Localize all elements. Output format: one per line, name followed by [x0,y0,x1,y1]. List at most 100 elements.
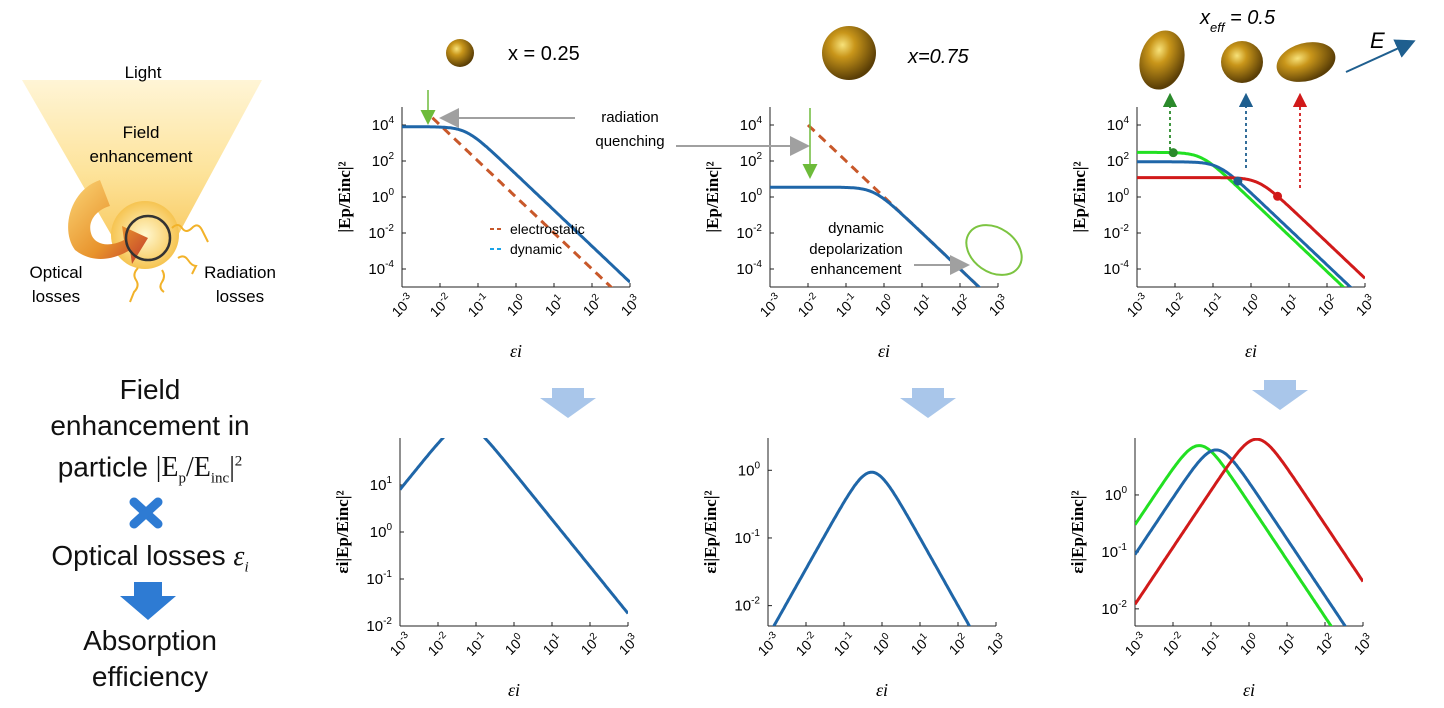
y-tick-label: 100 [370,522,393,541]
series-green [1135,444,1333,626]
series-electrostatic [431,116,614,287]
x-tick-label: 103 [985,292,1012,319]
y-tick-label: 10-1 [1101,542,1127,561]
optical-losses-line: Optical losses εi [0,538,300,586]
y-tick-label: 100 [740,187,763,206]
x-tick-label: 100 [1238,292,1265,319]
x-tick-label: 103 [1350,631,1377,658]
y-tick-label: 10-2 [1101,599,1127,618]
x-tick-label: 100 [501,631,528,658]
e-field-arrow [1345,39,1416,73]
x-tick-label: 10-2 [424,629,454,659]
x-tick-label: 10-2 [426,290,456,320]
optical-losses-label-1: Optical [30,263,83,282]
x-tick-label: 102 [947,292,974,319]
x-tick-label: 10-1 [830,629,860,659]
radiation-losses-label-1: Radiation [204,263,276,282]
field-line-2: enhancement in [50,410,250,441]
x-tick-label: 101 [1276,292,1303,319]
particle-glow [111,201,179,269]
chart-bottom-2: 10-3 10-2 10-1 100 101 102 103 10-2 10-1 100 εi εi|… [701,438,1010,700]
large-sphere [822,26,876,80]
row-arrow-2 [900,388,956,418]
absorption-line-2: efficiency [91,661,209,692]
x-tick-label: 10-1 [1199,290,1229,320]
x-tick-label: 10-2 [1161,290,1191,320]
chart-top-3: 10-3 10-2 10-1 100 101 102 103 10-4 10-2 100 102 10… [1070,107,1379,361]
panel1-title: x = 0.25 [508,43,580,65]
x-tick-label: 100 [869,631,896,658]
y-tick-label: 100 [1105,485,1128,504]
y-tick-label: 10-1 [734,528,760,547]
y-axis-label: εi|Ep/Einc|² [1068,490,1087,573]
x-axis-label: εi [1245,341,1257,361]
down-arrow-icon [120,582,176,620]
e-field-label: E [1370,28,1385,53]
field-line-1: Field [119,374,181,405]
y-tick-label: 10-4 [736,259,762,278]
chart-top-1: 10-3 10-2 10-1 100 101 102 103 10-4 10-2 100 102 10… [335,107,644,361]
x-tick-label: 103 [983,631,1010,658]
field-enhancement-label-2: enhancement [89,147,192,166]
x-axis-label: εi [876,680,888,700]
oblate-spheroid [1276,42,1336,82]
series-red [1135,438,1363,606]
y-tick-label: 10-4 [1103,259,1129,278]
x-tick-label: 100 [503,292,530,319]
series-dynamic [402,125,630,284]
chart-bottom-3: 10-3 10-2 10-1 100 101 102 103 10-2 10-1 100 εi εi|… [1068,438,1377,700]
medium-sphere [1221,41,1263,83]
x-tick-label: 102 [579,292,606,319]
y-tick-label: 10-2 [734,596,760,615]
prolate-spheroid [1139,30,1185,90]
x-tick-label: 103 [1352,292,1379,319]
small-sphere [446,39,474,67]
series-blue [1137,160,1353,287]
point-marker [1233,176,1243,186]
x-axis-label: εi [1243,680,1255,700]
x-tick-label: 10-3 [386,629,416,659]
x-tick-label: 101 [909,292,936,319]
x-tick-label: 10-2 [792,629,822,659]
x-axis-label: εi [508,680,520,700]
y-axis-label: |Ep/Einc|² [335,161,354,232]
y-tick-label: 102 [1107,151,1130,170]
row-arrow-1 [540,388,596,418]
y-tick-label: 100 [372,187,395,206]
radiation-squiggles [129,224,209,303]
left-text-block: Field enhancement in particle |Ep/Einc|2 [0,372,300,497]
x-tick-label: 10-1 [462,629,492,659]
panel3-title: xeff = 0.5 [1199,7,1276,35]
y-tick-label: 104 [1107,115,1130,134]
optical-losses-text: Optical losses [51,540,234,571]
x-tick-label: 10-1 [1197,629,1227,659]
x-tick-label: 102 [1312,631,1339,658]
y-tick-label: 100 [1107,187,1130,206]
absorption-line-1: Absorption [83,625,217,656]
row-arrow-3 [1252,380,1308,410]
y-tick-label: 100 [738,460,761,479]
x-tick-label: 100 [871,292,898,319]
series-absorption [772,470,972,626]
times-icon [129,497,163,529]
y-tick-label: 102 [372,151,395,170]
y-tick-label: 10-2 [736,223,762,242]
y-axis-label: |Ep/Einc|² [703,161,722,232]
y-tick-label: 101 [370,475,393,494]
y-tick-label: 10-2 [1103,223,1129,242]
x-tick-label: 101 [907,631,934,658]
y-axis-label: εi|Ep/Einc|² [701,490,720,573]
x-tick-label: 102 [577,631,604,658]
particle [124,214,172,262]
particle-word: particle [57,451,156,483]
y-axis-label: |Ep/Einc|² [1070,161,1089,232]
y-tick-label: 10-1 [366,569,392,588]
series-blue [1135,448,1347,626]
radiation-losses-label-2: losses [216,287,264,306]
x-tick-label: 101 [539,631,566,658]
illustration: Light Field enhancement Optical losses R… [22,63,276,306]
x-tick-label: 10-3 [1123,290,1153,320]
x-tick-label: 102 [1314,292,1341,319]
chart-top-2: 10-3 10-2 10-1 100 101 102 103 10-4 10-2 100 102 10… [703,107,1012,361]
optical-loss-arrow [68,180,148,264]
